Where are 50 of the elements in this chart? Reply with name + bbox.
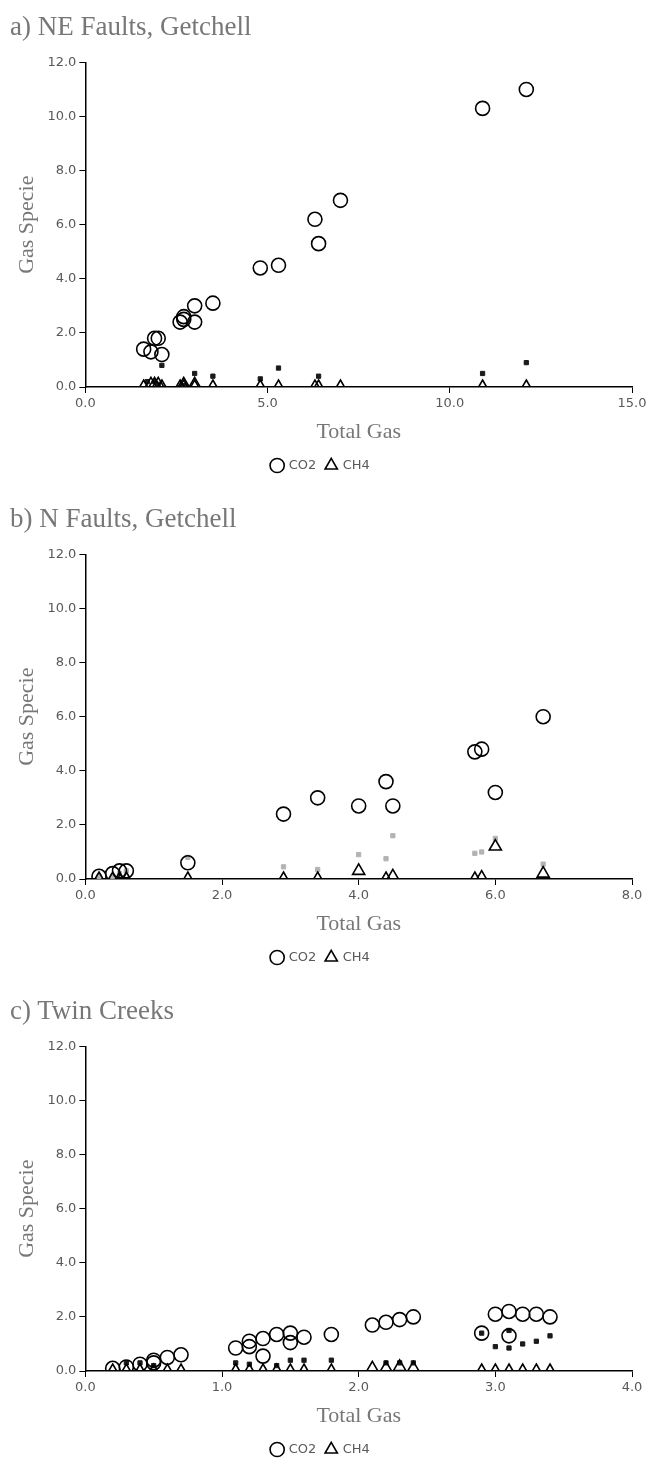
y-tick-label: 4.0 (55, 1254, 77, 1270)
y-tick-label: 2.0 (55, 1308, 77, 1324)
y-tick-label: 8.0 (55, 653, 77, 669)
y-tick-label: 12.0 (47, 53, 77, 69)
y-tick-label: 0.0 (55, 870, 77, 886)
y-tick-label: 10.0 (47, 107, 77, 123)
y-axis-title: Gas Specie (12, 1159, 38, 1258)
x-tick-label: 6.0 (484, 887, 506, 903)
y-axis-title: Gas Specie (12, 175, 38, 274)
x-tick-label: 4.0 (621, 1379, 643, 1395)
y-tick-label: 2.0 (55, 324, 77, 340)
x-tick-label: 15.0 (617, 395, 647, 411)
y-tick-label: 10.0 (47, 599, 77, 615)
x-tick-label: 4.0 (348, 887, 370, 903)
y-tick-label: 0.0 (55, 1362, 77, 1378)
chart-title: b) N Faults, Getchell (10, 503, 237, 534)
x-axis-title: Total Gas (316, 417, 401, 443)
x-tick-label: 5.0 (257, 395, 278, 411)
x-tick-label: 8.0 (621, 887, 643, 903)
legend-label: CO2 (288, 948, 317, 964)
y-tick-label: 0.0 (55, 378, 77, 394)
y-tick-label: 10.0 (47, 1091, 77, 1107)
legend-label: CH4 (342, 948, 370, 964)
legend-label: CO2 (288, 1440, 317, 1456)
x-tick-label: 10.0 (435, 395, 465, 411)
chart-title: c) Twin Creeks (10, 995, 175, 1026)
y-tick-label: 6.0 (55, 216, 77, 232)
y-tick-label: 8.0 (55, 161, 77, 177)
chart-title: a) NE Faults, Getchell (10, 11, 252, 42)
x-tick-label: 0.0 (75, 395, 96, 411)
legend-label: CO2 (288, 456, 317, 472)
y-tick-label: 4.0 (55, 270, 77, 286)
y-tick-label: 12.0 (47, 1037, 77, 1053)
legend-label: CH4 (342, 456, 370, 472)
x-axis-title: Total Gas (316, 909, 401, 935)
x-tick-label: 0.0 (75, 887, 96, 903)
x-tick-label: 3.0 (484, 1379, 506, 1395)
y-tick-label: 12.0 (47, 545, 77, 561)
x-axis-title: Total Gas (316, 1401, 401, 1427)
y-tick-label: 2.0 (55, 816, 77, 832)
x-tick-label: 0.0 (75, 1379, 96, 1395)
y-axis-title: Gas Specie (12, 667, 38, 766)
y-tick-label: 8.0 (55, 1145, 77, 1161)
x-tick-label: 1.0 (211, 1379, 233, 1395)
y-tick-label: 6.0 (55, 1200, 77, 1216)
y-tick-label: 4.0 (55, 762, 77, 778)
x-tick-label: 2.0 (211, 887, 233, 903)
y-tick-label: 6.0 (55, 708, 77, 724)
x-tick-label: 2.0 (348, 1379, 370, 1395)
legend-label: CH4 (342, 1440, 370, 1456)
